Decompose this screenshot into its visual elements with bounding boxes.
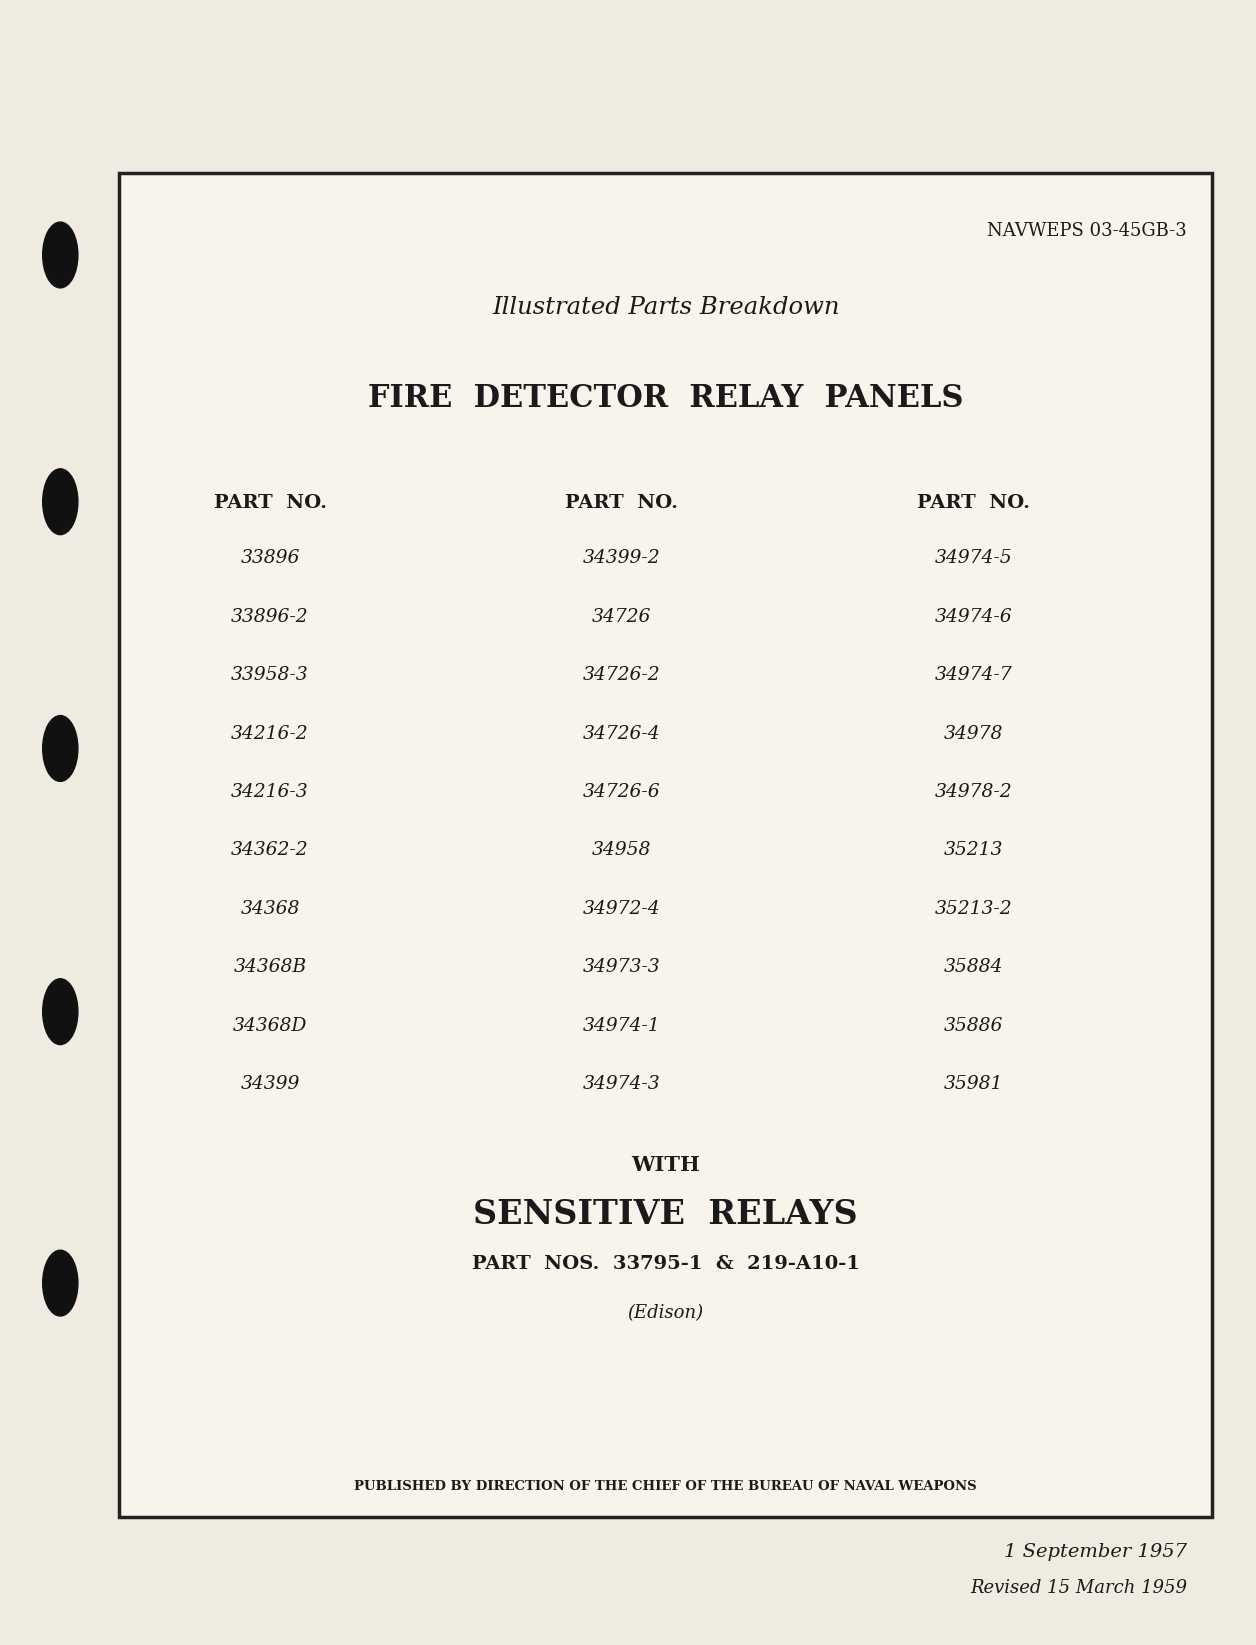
Text: 1 September 1957: 1 September 1957: [1004, 1543, 1187, 1561]
Text: 34399: 34399: [240, 1074, 300, 1092]
Ellipse shape: [43, 979, 78, 1045]
Text: 35884: 35884: [943, 957, 1004, 975]
Ellipse shape: [43, 1250, 78, 1316]
Text: 34974-6: 34974-6: [934, 607, 1012, 625]
Text: 35981: 35981: [943, 1074, 1004, 1092]
Text: 34958: 34958: [592, 841, 652, 859]
Text: 34362-2: 34362-2: [231, 841, 309, 859]
Ellipse shape: [43, 469, 78, 535]
Text: 34978: 34978: [943, 724, 1004, 742]
Text: 35213-2: 35213-2: [934, 900, 1012, 918]
Text: 34974-7: 34974-7: [934, 666, 1012, 684]
Text: 34978-2: 34978-2: [934, 783, 1012, 801]
Text: 34216-3: 34216-3: [231, 783, 309, 801]
Text: Illustrated Parts Breakdown: Illustrated Parts Breakdown: [492, 296, 839, 319]
Text: SENSITIVE  RELAYS: SENSITIVE RELAYS: [474, 1198, 858, 1230]
Text: 34726-6: 34726-6: [583, 783, 661, 801]
Text: 34399-2: 34399-2: [583, 549, 661, 568]
Text: 34216-2: 34216-2: [231, 724, 309, 742]
Ellipse shape: [43, 716, 78, 781]
Text: 34368D: 34368D: [232, 1017, 308, 1035]
FancyBboxPatch shape: [119, 173, 1212, 1517]
Text: PART  NO.: PART NO.: [214, 494, 327, 512]
Text: PART  NO.: PART NO.: [917, 494, 1030, 512]
Text: PART  NO.: PART NO.: [565, 494, 678, 512]
Text: NAVWEPS 03-45GB-3: NAVWEPS 03-45GB-3: [987, 222, 1187, 240]
Text: 34974-5: 34974-5: [934, 549, 1012, 568]
Text: Revised 15 March 1959: Revised 15 March 1959: [970, 1579, 1187, 1597]
Text: 34726: 34726: [592, 607, 652, 625]
Text: WITH: WITH: [632, 1155, 700, 1175]
Text: 35886: 35886: [943, 1017, 1004, 1035]
Text: (Edison): (Edison): [628, 1304, 703, 1323]
Text: 33958-3: 33958-3: [231, 666, 309, 684]
Text: 34974-3: 34974-3: [583, 1074, 661, 1092]
Text: 34972-4: 34972-4: [583, 900, 661, 918]
Ellipse shape: [43, 222, 78, 288]
Text: 34726-2: 34726-2: [583, 666, 661, 684]
Text: PART  NOS.  33795-1  &  219-A10-1: PART NOS. 33795-1 & 219-A10-1: [472, 1255, 859, 1273]
Text: 34974-1: 34974-1: [583, 1017, 661, 1035]
Text: 34973-3: 34973-3: [583, 957, 661, 975]
Text: FIRE  DETECTOR  RELAY  PANELS: FIRE DETECTOR RELAY PANELS: [368, 383, 963, 415]
Text: PUBLISHED BY DIRECTION OF THE CHIEF OF THE BUREAU OF NAVAL WEAPONS: PUBLISHED BY DIRECTION OF THE CHIEF OF T…: [354, 1480, 977, 1494]
Text: 33896-2: 33896-2: [231, 607, 309, 625]
Text: 34726-4: 34726-4: [583, 724, 661, 742]
Text: 34368B: 34368B: [234, 957, 306, 975]
Text: 33896: 33896: [240, 549, 300, 568]
Text: 35213: 35213: [943, 841, 1004, 859]
Text: 34368: 34368: [240, 900, 300, 918]
